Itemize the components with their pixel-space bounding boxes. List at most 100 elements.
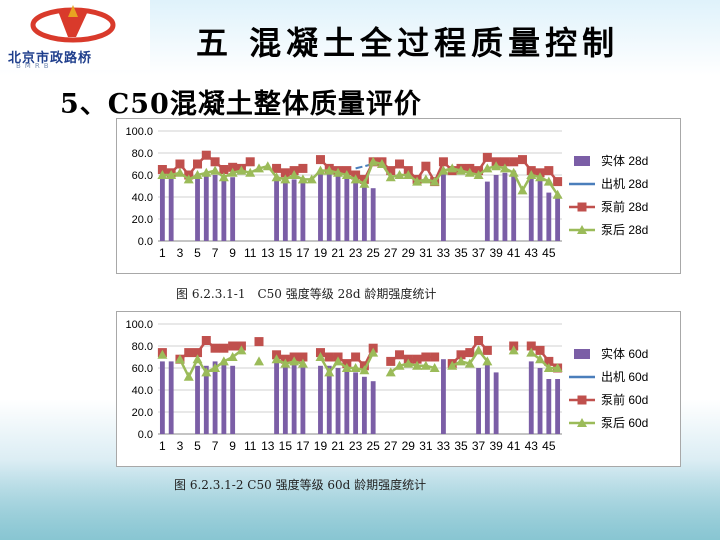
point-marker <box>456 356 466 366</box>
x-tick-label: 27 <box>384 246 398 260</box>
x-tick-label: 9 <box>229 439 236 453</box>
bar <box>484 181 490 241</box>
point-marker <box>526 170 537 179</box>
point-marker <box>376 159 387 168</box>
y-tick-label: 0.0 <box>138 236 153 248</box>
bar <box>528 361 534 434</box>
point-marker <box>174 167 185 177</box>
legend-swatch <box>574 156 590 166</box>
point-marker <box>482 163 493 173</box>
x-tick-label: 19 <box>314 439 328 453</box>
x-tick-label: 31 <box>419 439 433 453</box>
point-marker <box>218 172 229 182</box>
bar <box>546 192 552 241</box>
point-marker <box>280 174 291 184</box>
point-marker <box>341 170 352 179</box>
point-marker <box>175 159 185 169</box>
y-tick-label: 40.0 <box>132 192 153 204</box>
point-marker <box>394 170 405 179</box>
bar <box>230 177 236 241</box>
x-tick-label: 15 <box>279 246 293 260</box>
point-marker <box>350 363 361 372</box>
point-marker <box>210 363 221 372</box>
point-marker <box>157 349 168 359</box>
point-marker <box>482 152 492 162</box>
point-marker <box>227 352 238 361</box>
point-marker <box>395 159 405 169</box>
point-marker <box>210 157 220 167</box>
legend-label: 实体 60d <box>601 346 648 361</box>
point-marker <box>429 363 440 372</box>
point-marker <box>386 166 396 176</box>
x-tick-label: 41 <box>507 439 521 453</box>
point-marker <box>245 157 255 167</box>
bar <box>493 372 499 434</box>
bar <box>274 177 279 241</box>
x-tick-label: 37 <box>472 439 486 453</box>
point-marker <box>430 352 440 362</box>
point-marker <box>254 356 264 366</box>
point-marker <box>183 174 194 184</box>
bar <box>493 175 499 241</box>
bar <box>361 183 367 241</box>
point-marker <box>509 157 519 167</box>
bar <box>195 173 200 241</box>
point-marker <box>166 170 177 179</box>
y-tick-label: 100.0 <box>125 126 153 138</box>
point-marker <box>385 172 396 182</box>
y-tick-label: 60.0 <box>132 170 153 182</box>
bar <box>502 172 508 241</box>
point-marker <box>465 348 475 358</box>
bar <box>282 181 288 241</box>
point-marker <box>447 163 458 173</box>
legend-label: 实体 28d <box>601 153 648 168</box>
point-marker <box>351 352 361 362</box>
point-marker <box>193 159 203 169</box>
x-tick-label: 31 <box>419 246 433 260</box>
point-marker <box>183 371 194 381</box>
bar <box>300 363 306 434</box>
point-marker <box>464 358 475 368</box>
point-marker <box>254 163 264 173</box>
point-marker <box>395 350 405 360</box>
section-subtitle: 5、C50混凝土整体质量评价 <box>60 89 422 120</box>
point-marker <box>201 336 211 345</box>
bar <box>441 359 446 434</box>
point-marker <box>227 167 238 177</box>
x-tick-label: 45 <box>542 246 556 260</box>
point-marker <box>544 356 554 366</box>
point-marker <box>482 345 492 355</box>
point-marker <box>517 185 528 195</box>
point-marker <box>517 155 527 165</box>
x-tick-label: 15 <box>279 439 293 453</box>
point-marker <box>324 352 334 362</box>
point-marker <box>210 165 221 175</box>
point-marker <box>552 189 563 199</box>
bar <box>159 361 165 434</box>
point-marker <box>245 167 256 177</box>
x-tick-label: 39 <box>489 246 503 260</box>
y-tick-label: 40.0 <box>132 385 153 397</box>
point-marker <box>324 165 335 175</box>
x-tick-label: 43 <box>525 246 539 260</box>
x-tick-label: 43 <box>525 439 539 453</box>
chart-28d-caption: 图 6.2.3.1-1 C50 强度等级 28d 龄期强度统计 <box>176 287 437 301</box>
point-marker <box>280 358 291 368</box>
x-tick-label: 45 <box>542 439 556 453</box>
x-tick-label: 5 <box>194 246 201 260</box>
point-marker <box>456 350 466 360</box>
point-marker <box>420 174 431 184</box>
point-marker <box>403 358 414 368</box>
point-marker <box>315 155 325 165</box>
point-marker <box>289 356 300 366</box>
bar <box>353 178 359 241</box>
x-tick-label: 41 <box>507 246 521 260</box>
x-tick-label: 33 <box>437 246 451 260</box>
bar <box>335 368 341 434</box>
logo-subtext: BMRB <box>16 62 53 70</box>
point-marker <box>174 354 185 364</box>
point-marker <box>447 360 458 370</box>
bar <box>221 361 227 434</box>
point-marker <box>544 166 554 176</box>
point-marker <box>526 347 537 357</box>
